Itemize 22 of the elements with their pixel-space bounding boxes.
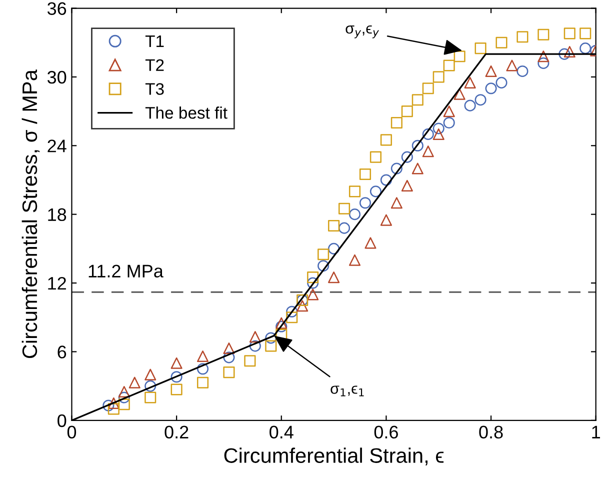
x-tick-label: 1 [592,426,600,438]
y-tick-label: 0 [58,414,66,428]
x-axis-title: Circumferential Strain, ϵ [224,448,444,466]
y-axis-title: Circumferential Stress, σ / MPa [22,70,40,358]
y-tick-label: 30 [47,70,66,84]
x-tick-label: 0 [67,426,76,439]
x-tick-label: 0.6 [374,426,398,439]
ref-line-label: 11.2 MPa [88,264,164,278]
y-tick-label: 24 [48,140,66,152]
x-tick-label: 0.4 [270,426,294,439]
y-tick-label: 36 [47,2,66,15]
y-tick-label: 18 [48,208,66,222]
legend-label: T1 [145,36,164,48]
y-tick-label: 6 [58,346,66,358]
x-tick-label: 0.8 [479,426,503,439]
legend-label: The best fit [145,106,228,119]
annotation: σ$_{1}$,ϵ$_{1}$ [330,386,364,396]
y-tick-label: 12 [48,276,66,290]
x-tick-label: 0.2 [164,426,188,439]
legend-label: T2 [145,59,164,71]
annotation: σ$_{y}$,ϵ$_{y}$ [346,25,379,38]
legend-label: T3 [145,83,164,95]
